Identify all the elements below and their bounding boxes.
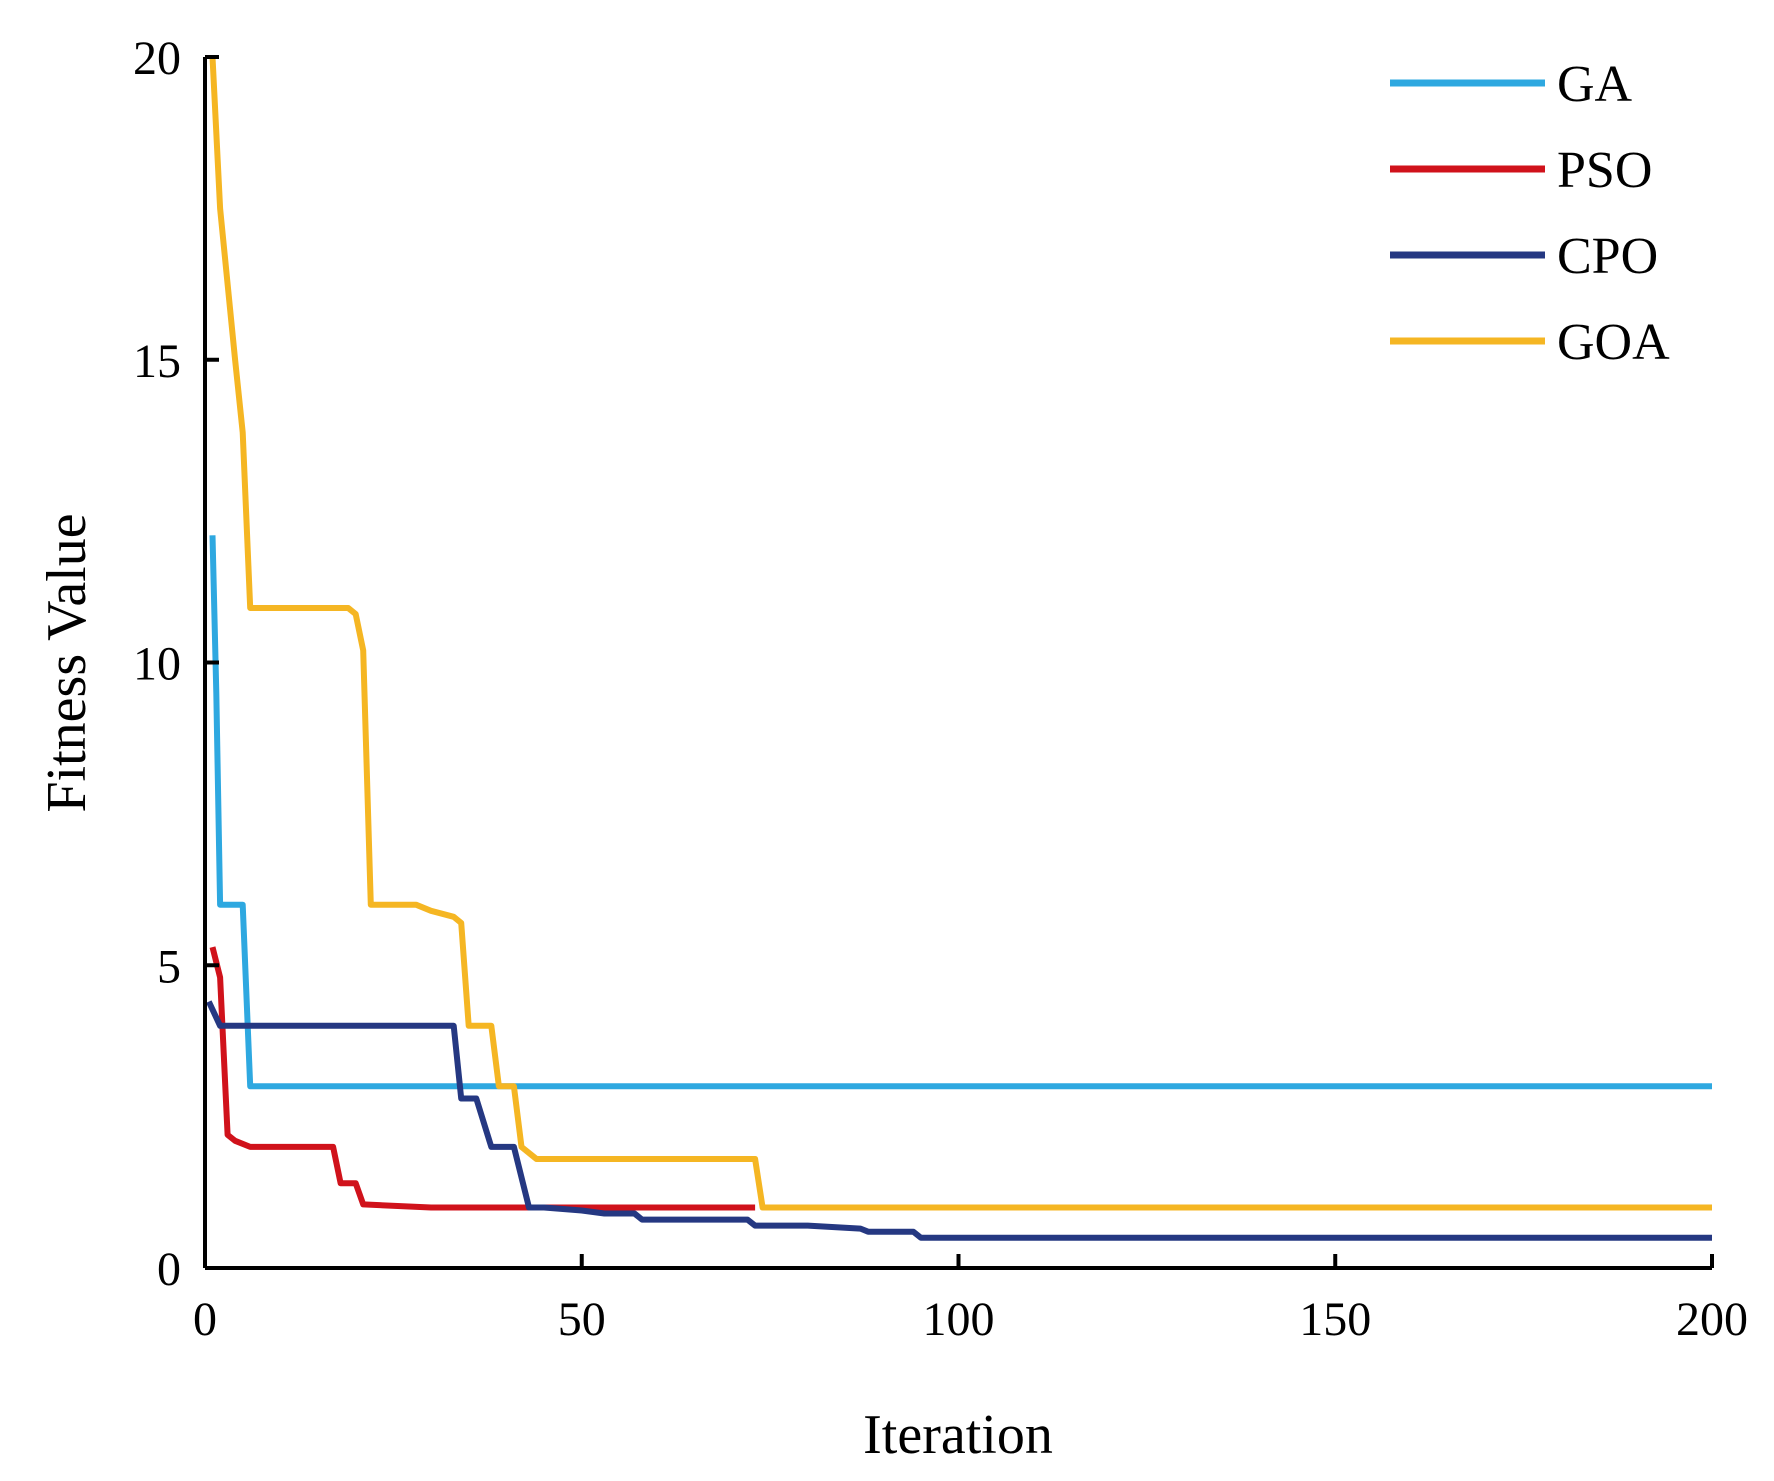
x-axis-title: Iteration — [863, 1404, 1053, 1466]
y-tick-label: 20 — [133, 32, 181, 85]
legend-label-cpo: CPO — [1557, 228, 1658, 285]
series-layer — [206, 56, 1712, 1241]
legend-label-pso: PSO — [1557, 142, 1652, 199]
x-tick-label: 50 — [558, 1293, 606, 1346]
x-ticks: 0 50 100 150 200 — [193, 1254, 1748, 1346]
legend: GA PSO CPO GOA — [1390, 56, 1670, 371]
series-line-cpo — [206, 1000, 1712, 1241]
series-line-goa — [209, 56, 1712, 1211]
x-tick-label: 150 — [1299, 1293, 1371, 1346]
x-tick-label: 100 — [923, 1293, 995, 1346]
x-tick-label: 0 — [193, 1293, 217, 1346]
y-tick-label: 10 — [133, 638, 181, 691]
y-tick-label: 5 — [157, 940, 181, 993]
x-tick-label: 200 — [1676, 1293, 1748, 1346]
y-axis-title: Fitness Value — [36, 513, 98, 812]
series-line-ga — [209, 535, 1712, 1090]
legend-label-goa: GOA — [1557, 314, 1670, 371]
legend-label-ga: GA — [1557, 56, 1633, 113]
y-tick-label: 0 — [157, 1243, 181, 1296]
series-line-pso — [209, 946, 756, 1211]
y-ticks: 0 5 10 15 20 — [133, 32, 219, 1296]
y-tick-label: 15 — [133, 335, 181, 388]
